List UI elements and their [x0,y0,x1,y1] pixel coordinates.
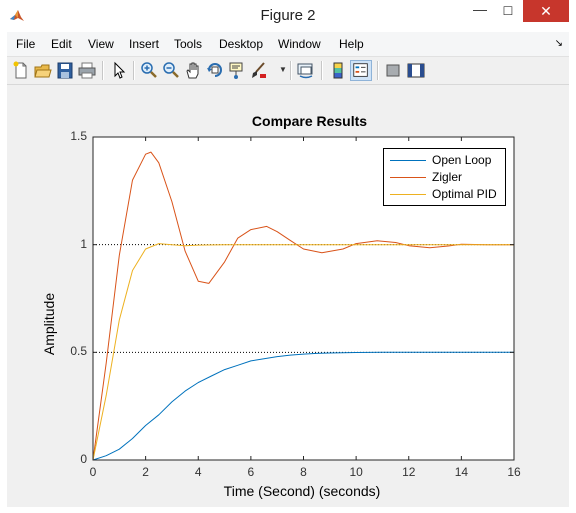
data-cursor-icon[interactable] [226,60,248,81]
window-title: Figure 2 [260,7,316,24]
x-tick-label: 16 [507,465,521,479]
menu-edit[interactable]: Edit [51,37,72,51]
toolbar-separator [290,61,291,80]
new-figure-icon[interactable] [10,60,32,81]
x-tick-label: 2 [142,465,149,479]
brush-icon[interactable] [248,60,270,81]
x-tick-label: 14 [454,465,469,479]
open-file-icon[interactable] [32,60,54,81]
toolbar-separator [133,61,134,80]
y-tick-label: 0 [80,452,87,466]
y-tick-label: 1.5 [70,129,87,143]
x-tick-label: 8 [300,465,307,479]
y-axis-label: Amplitude [41,292,57,356]
figure-area: Compare Results 0 2 4 6 8 10 12 14 16 0 0.5 1 1.5 Am… [7,85,569,507]
menu-help[interactable]: Help [339,37,364,51]
dock-arrow-icon[interactable]: ↘ [554,38,563,49]
brush-dropdown-icon[interactable]: ▼ [279,65,287,74]
matlab-logo-icon [10,10,24,21]
x-tick-label: 0 [89,465,97,479]
window-border-right [569,32,576,513]
menu-window[interactable]: Window [278,37,321,51]
legend-label: Zigler [432,170,463,184]
menu-view[interactable]: View [88,37,114,51]
series-line-optimal-pid [92,243,514,461]
show-plot-tools-icon[interactable] [405,60,427,81]
x-axis-label: Time (Second) (seconds) [223,483,381,499]
y-tick-label: 1 [80,236,87,251]
legend-label: Open Loop [432,153,492,167]
zoom-out-icon[interactable] [160,60,182,81]
minimize-button[interactable]: — [473,1,487,17]
figure-toolbar: ▼ [7,57,569,85]
legend-entry-optimal-pid: Optimal PID [384,187,505,203]
menu-file[interactable]: File [16,37,36,51]
save-icon[interactable] [54,60,76,81]
legend-entry-open-loop: Open Loop [384,153,505,169]
legend-swatch [390,177,426,178]
legend-icon[interactable] [350,60,372,81]
hide-plot-tools-icon[interactable] [382,60,404,81]
menu-insert[interactable]: Insert [129,37,160,51]
colorbar-icon[interactable] [327,60,349,81]
toolbar-separator [377,61,378,80]
close-button[interactable]: ✕ [523,0,569,22]
x-tick-label: 6 [247,465,255,479]
toolbar-separator [102,61,103,80]
axes-title: Compare Results [251,113,368,129]
link-plot-icon[interactable] [295,60,317,81]
rotate-3d-icon[interactable] [204,60,226,81]
menu-bar: File Edit View Insert Tools Desktop Wind… [7,32,569,57]
toolbar-separator [321,61,322,80]
legend-swatch [390,160,426,161]
pan-hand-icon[interactable] [182,60,204,81]
menu-tools[interactable]: Tools [174,37,203,51]
x-tick-label: 12 [402,465,416,479]
x-tick-label: 10 [349,465,363,479]
series-line-zigler [92,151,514,461]
legend-swatch [390,194,426,195]
y-tick-label: 0.5 [70,344,87,359]
series-line-open-loop [92,351,514,461]
title-bar[interactable]: Figure 2 — ☐ ✕ [0,0,576,32]
print-icon[interactable] [76,60,98,81]
edit-plot-arrow-icon[interactable] [107,60,129,81]
window-border-left [0,32,7,513]
legend-label: Optimal PID [432,187,497,201]
x-tick-label: 4 [194,465,202,479]
menu-desktop[interactable]: Desktop [219,37,264,51]
maximize-button[interactable]: ☐ [502,4,514,18]
zoom-in-icon[interactable] [138,60,160,81]
window-border-bottom [0,507,576,513]
legend-entry-zigler: Zigler [384,170,505,186]
legend[interactable]: Open Loop Zigler Optimal PID [383,148,506,206]
